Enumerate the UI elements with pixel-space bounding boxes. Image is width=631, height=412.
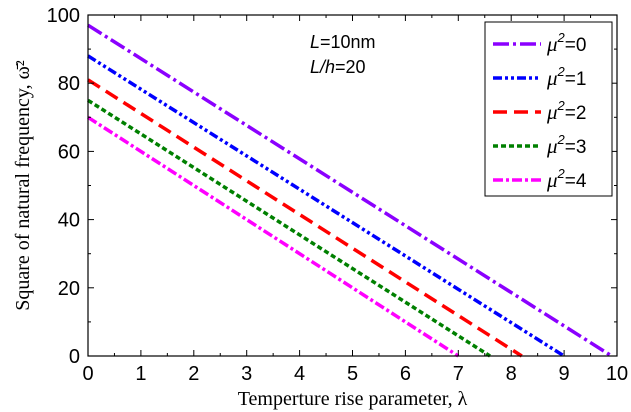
legend: μ2=0 μ2=1 μ2=2 μ2=3 μ2=4 bbox=[484, 21, 613, 197]
series-layer bbox=[87, 23, 613, 358]
x-axis-label: Temperture rise parameter, λ bbox=[238, 388, 468, 410]
x-tick-label: 10 bbox=[606, 363, 628, 385]
series-line-0 bbox=[87, 23, 613, 358]
series-line-2 bbox=[87, 78, 523, 358]
y-axis-label: Square of natural frequency, ω̄² bbox=[12, 60, 34, 311]
x-tick-label: 0 bbox=[82, 363, 93, 385]
annotation-1: L/h=20 bbox=[310, 57, 366, 77]
x-tick-label: 4 bbox=[294, 363, 305, 385]
x-tick-label: 1 bbox=[135, 363, 146, 385]
annotation-0: L=10nm bbox=[310, 32, 376, 52]
y-tick-label: 60 bbox=[58, 141, 80, 163]
annotation-layer: L=10nm L/h=20 bbox=[310, 32, 376, 77]
x-tick-label: 8 bbox=[506, 363, 517, 385]
legend-box bbox=[484, 21, 613, 197]
y-tick-label: 100 bbox=[47, 5, 80, 27]
y-tick-label: 80 bbox=[58, 73, 80, 95]
legend-label-2: μ2=2 bbox=[546, 98, 586, 124]
legend-label-4: μ2=4 bbox=[546, 166, 587, 192]
y-tick-label: 0 bbox=[69, 346, 80, 368]
series-line-1 bbox=[87, 54, 566, 358]
x-tick-label: 6 bbox=[400, 363, 411, 385]
series-line-4 bbox=[87, 115, 460, 358]
legend-label-3: μ2=3 bbox=[546, 132, 586, 158]
y-tick-label: 20 bbox=[58, 278, 80, 300]
legend-label-1: μ2=1 bbox=[546, 64, 586, 90]
x-tick-label: 7 bbox=[453, 363, 464, 385]
y-tick-label: 40 bbox=[58, 210, 80, 232]
x-tick-label: 2 bbox=[188, 363, 199, 385]
x-tick-label: 3 bbox=[241, 363, 252, 385]
legend-label-0: μ2=0 bbox=[546, 30, 586, 56]
x-tick-label: 5 bbox=[347, 363, 358, 385]
x-tick-label: 9 bbox=[559, 363, 570, 385]
